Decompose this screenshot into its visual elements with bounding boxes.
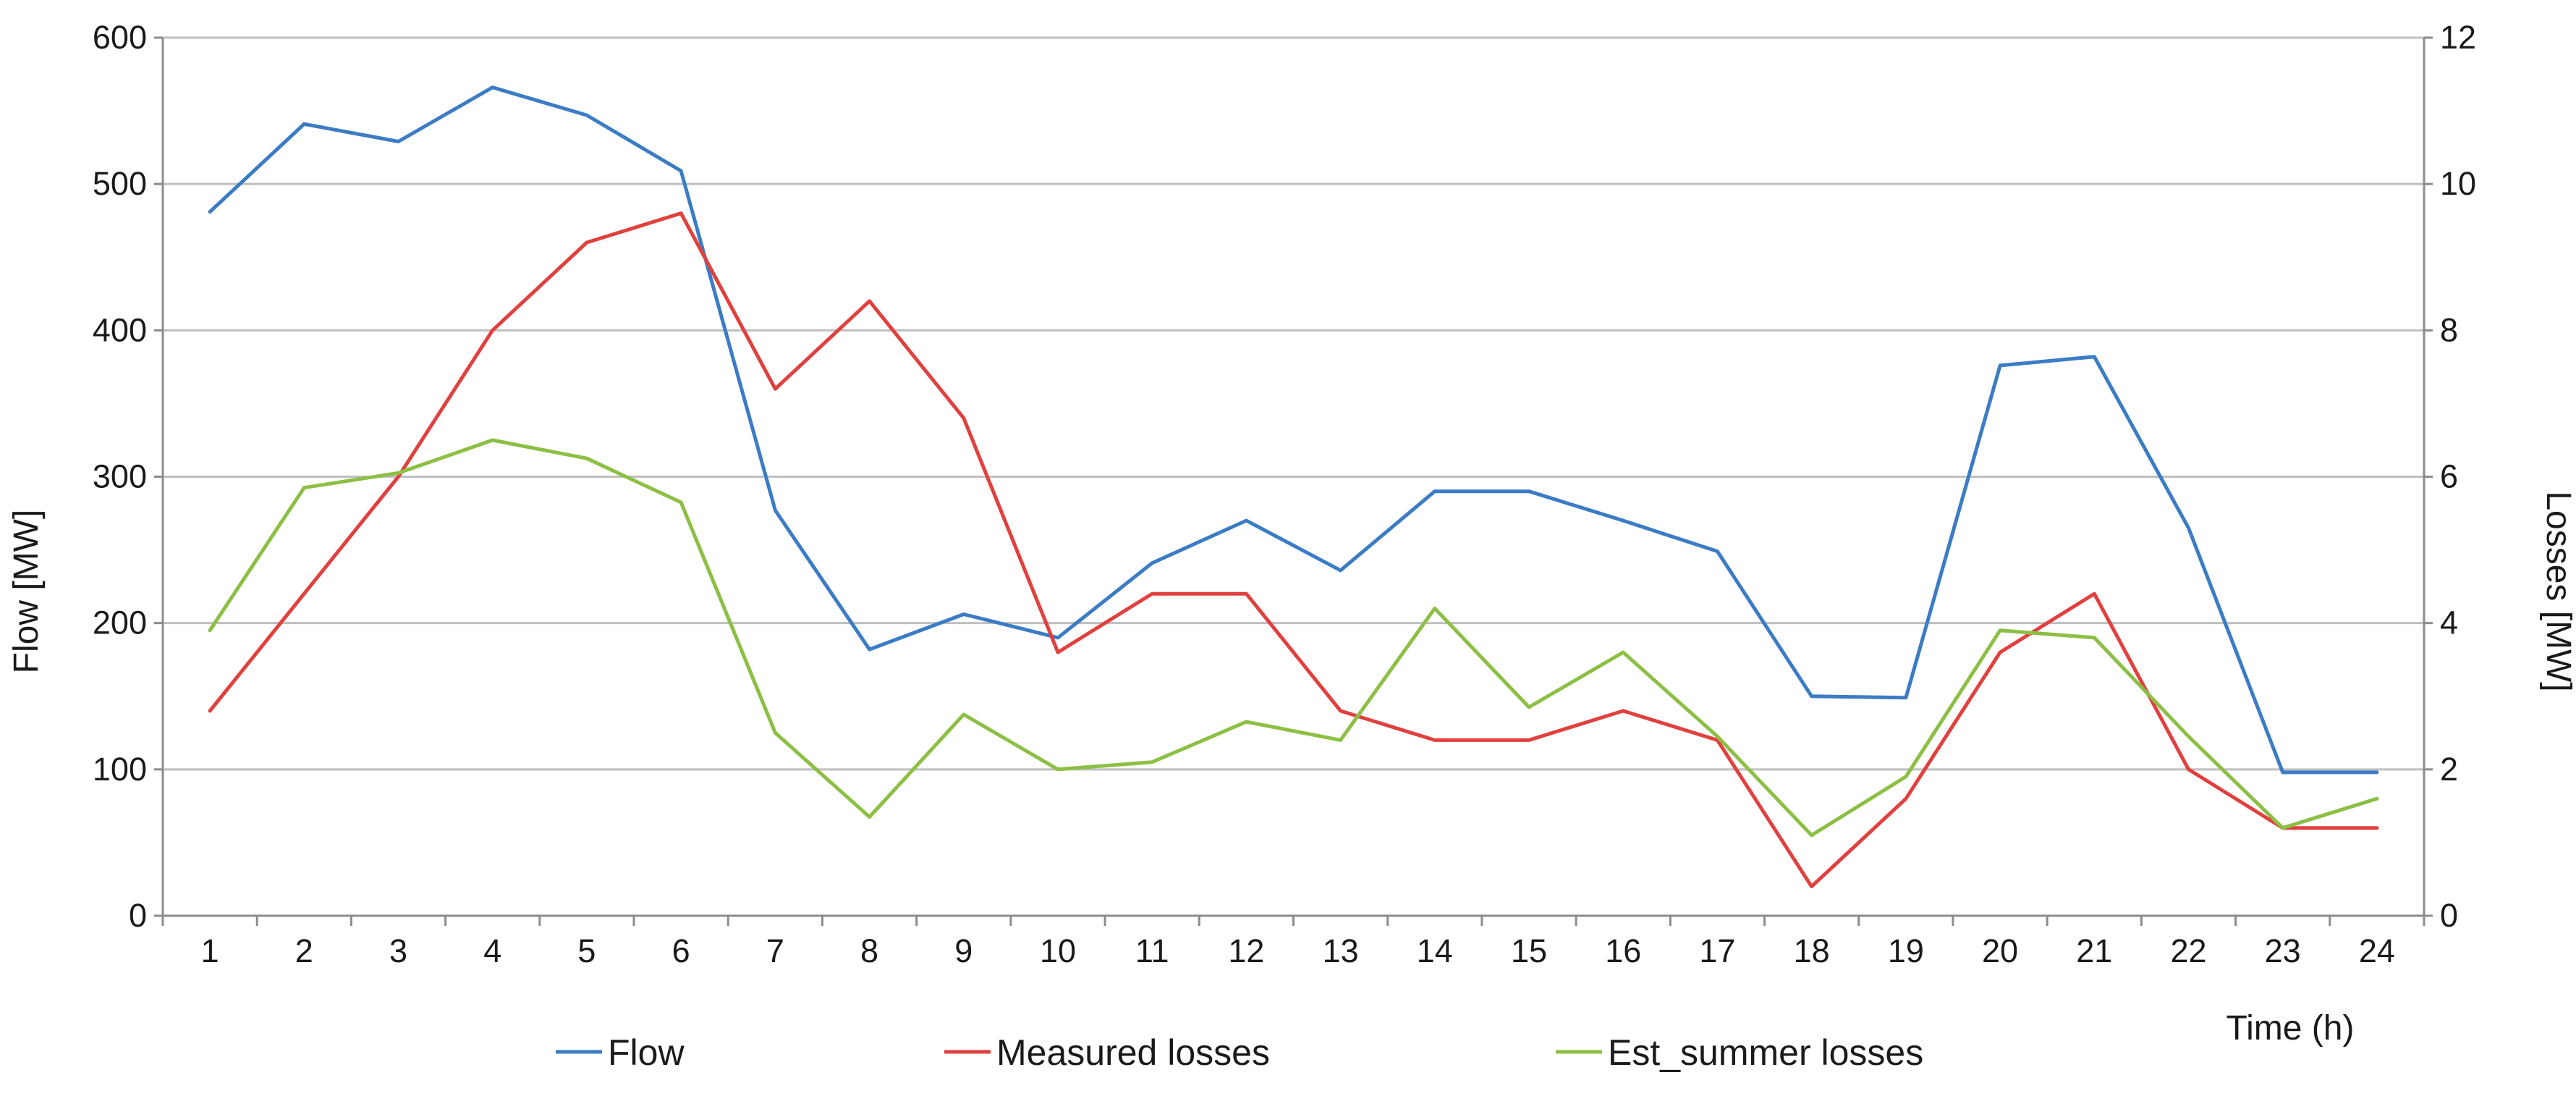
x-tick-label: 11	[1135, 932, 1169, 969]
legend: Flow Measured losses Est_summer losses	[556, 1032, 1923, 1073]
right-y-tick-label: 4	[2440, 604, 2458, 641]
series-line-est-summer-losses	[210, 440, 2377, 835]
legend-item-est-summer-losses: Est_summer losses	[1556, 1032, 1923, 1073]
legend-label-est-summer-losses: Est_summer losses	[1608, 1032, 1923, 1073]
x-tick-label: 5	[577, 932, 596, 969]
x-tick-label: 15	[1511, 932, 1547, 969]
x-axis-title: Time (h)	[2227, 1009, 2355, 1047]
series-flow	[210, 88, 2377, 772]
grid-lines	[163, 38, 2424, 770]
x-tick-label: 24	[2359, 932, 2395, 969]
right-y-axis-title: Losses [MW]	[2539, 491, 2576, 691]
series-line-flow	[210, 88, 2377, 772]
x-tick-label: 1	[201, 932, 219, 969]
right-y-tick-label: 10	[2440, 165, 2476, 202]
left-y-tick-label: 100	[93, 751, 147, 788]
x-tick-label: 23	[2265, 932, 2301, 969]
series-measured-losses	[210, 214, 2377, 887]
right-y-tick-label: 2	[2440, 751, 2458, 788]
x-tick-label: 18	[1794, 932, 1830, 969]
x-tick-label: 16	[1605, 932, 1641, 969]
left-y-axis-title: Flow [MW]	[7, 510, 46, 674]
right-y-axis-ticks: 0 2 4 6 8 10 12	[2424, 19, 2476, 934]
left-y-tick-label: 400	[93, 311, 147, 348]
x-tick-label: 22	[2170, 932, 2206, 969]
legend-label-flow: Flow	[608, 1032, 685, 1073]
left-y-tick-label: 0	[129, 897, 147, 934]
left-y-axis-ticks: 0 100 200 300 400 500 600	[93, 19, 163, 934]
x-tick-label: 17	[1699, 932, 1735, 969]
x-tick-label: 3	[389, 932, 407, 969]
legend-item-measured-losses: Measured losses	[944, 1032, 1270, 1073]
x-tick-label: 21	[2076, 932, 2112, 969]
x-tick-label: 8	[860, 932, 878, 969]
series-line-measured-losses	[210, 214, 2377, 887]
x-tick-label: 12	[1228, 932, 1264, 969]
left-y-tick-label: 600	[93, 19, 147, 56]
x-tick-label: 13	[1323, 932, 1359, 969]
left-y-tick-label: 300	[93, 458, 147, 495]
right-y-tick-label: 12	[2440, 19, 2476, 56]
right-y-tick-label: 0	[2440, 897, 2458, 934]
x-tick-label: 7	[766, 932, 784, 969]
right-y-tick-label: 6	[2440, 458, 2458, 495]
x-tick-label: 2	[295, 932, 313, 969]
left-y-tick-label: 200	[93, 604, 147, 641]
right-y-tick-label: 8	[2440, 311, 2458, 348]
x-tick-label: 20	[1982, 932, 2018, 969]
legend-item-flow: Flow	[556, 1032, 685, 1073]
x-tick-label: 10	[1040, 932, 1076, 969]
x-tick-label: 6	[672, 932, 690, 969]
data-series	[210, 88, 2377, 887]
x-tick-label: 4	[483, 932, 501, 969]
legend-label-measured-losses: Measured losses	[996, 1032, 1270, 1073]
x-tick-label: 19	[1888, 932, 1924, 969]
x-tick-label: 9	[954, 932, 973, 969]
x-tick-label: 14	[1417, 932, 1453, 969]
series-est-summer-losses	[210, 440, 2377, 835]
left-y-tick-label: 500	[93, 165, 147, 202]
